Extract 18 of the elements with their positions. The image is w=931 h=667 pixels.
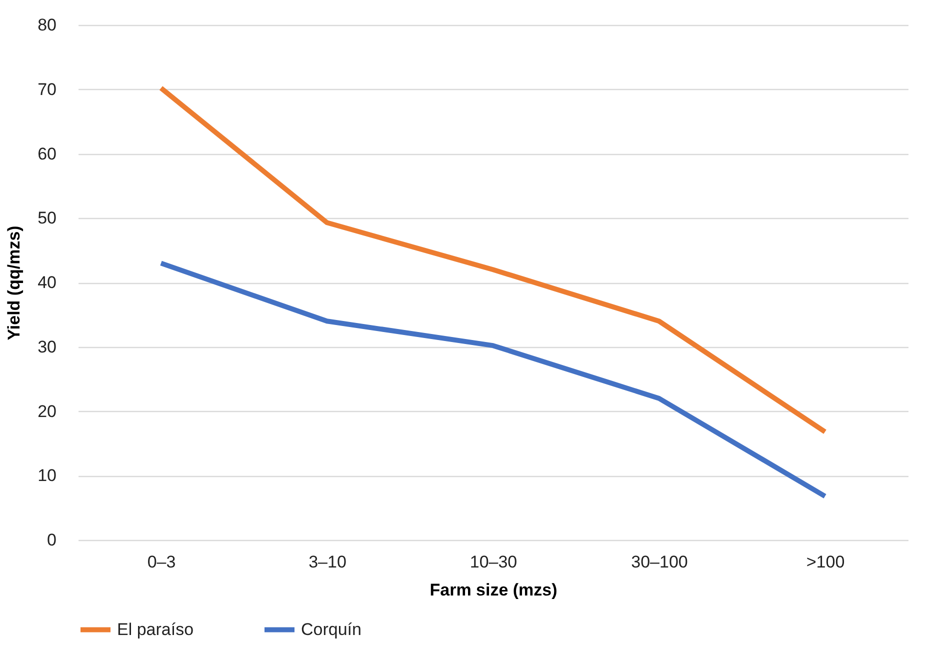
legend-label: El paraíso [117, 620, 194, 639]
y-tick-label: 60 [38, 144, 56, 164]
y-tick-label: 20 [38, 402, 56, 421]
y-tick-label: 50 [38, 208, 56, 228]
legend-label: Corquín [301, 620, 362, 639]
y-tick-label: 80 [38, 16, 56, 34]
y-tick-label: 30 [38, 337, 56, 356]
x-tick-label: 30–100 [631, 552, 688, 572]
y-tick-label: 40 [38, 273, 56, 292]
x-axis-title: Farm size (mzs) [430, 580, 558, 600]
y-tick-label: 70 [38, 80, 56, 99]
x-tick-label: 10–30 [470, 552, 518, 572]
y-tick-label: 10 [38, 466, 56, 486]
x-tick-label: 0–3 [147, 552, 176, 572]
y-axis-title: Yield (qq/mzs) [4, 226, 24, 340]
x-tick-label: 3–10 [308, 552, 346, 572]
y-tick-label: 0 [47, 530, 56, 550]
x-tick-label: >100 [806, 552, 845, 572]
